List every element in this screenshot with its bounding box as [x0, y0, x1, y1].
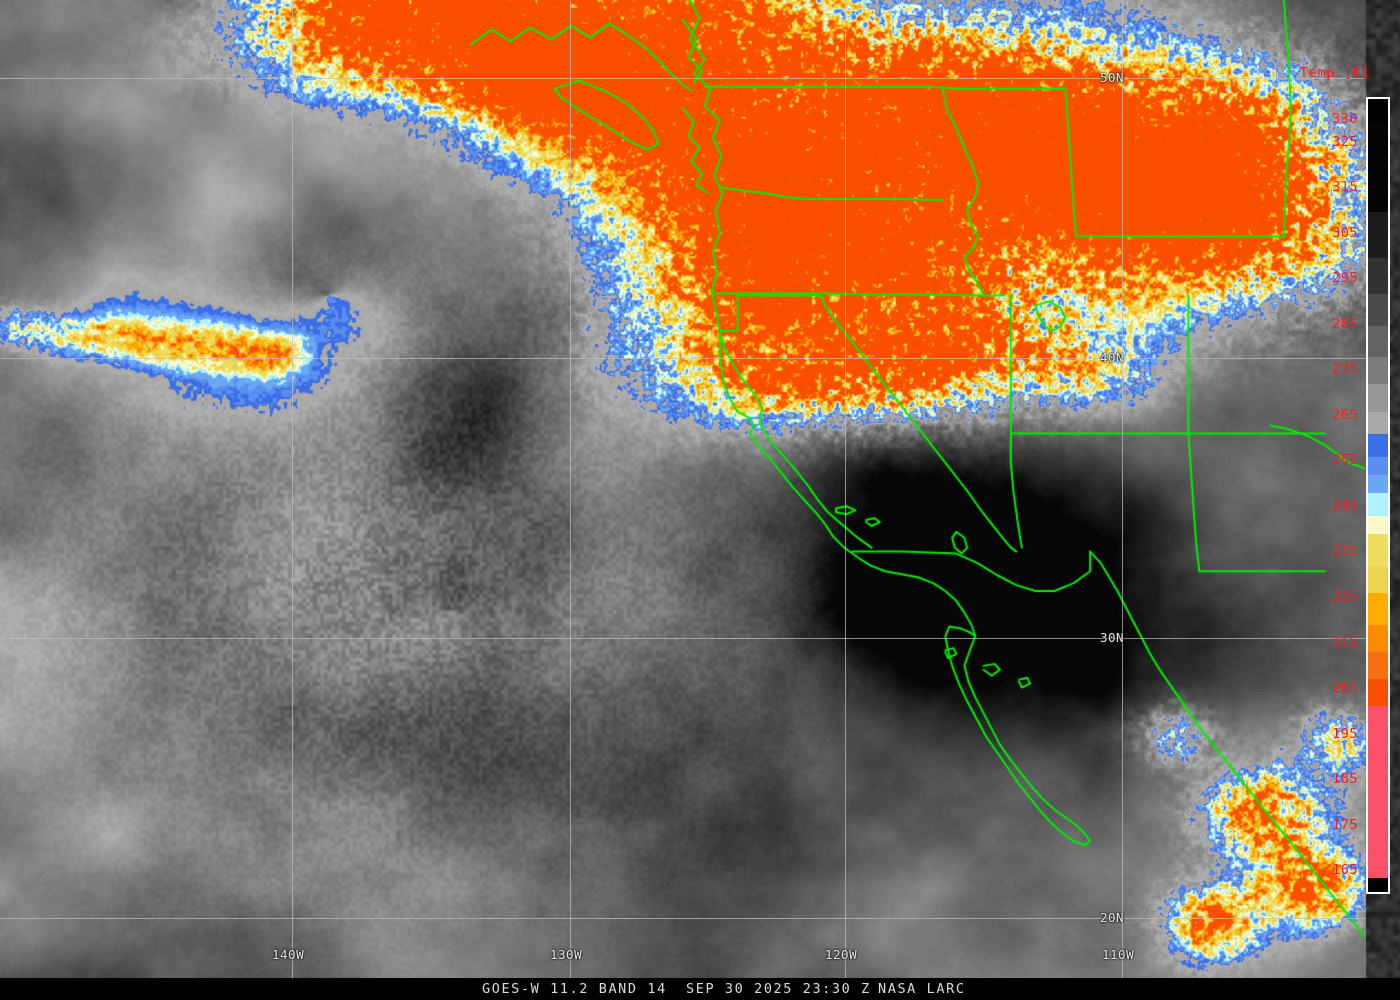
caption-timestamp: SEP 30 2025 23:30 Z — [686, 981, 871, 997]
colorbar-tick-label: 185 — [1332, 771, 1358, 788]
colorbar-tick-label: 195 — [1332, 725, 1358, 742]
colorbar-tick-label: 325 — [1332, 133, 1358, 150]
colorbar-segment — [1368, 325, 1388, 358]
colorbar-tick-label: 215 — [1332, 634, 1358, 651]
colorbar-title: Temp [K] — [1300, 66, 1371, 81]
colorbar-segment — [1368, 534, 1388, 566]
colorbar-segment — [1368, 384, 1388, 412]
colorbar-tick-label: 205 — [1332, 680, 1358, 697]
colorbar-segment — [1368, 878, 1388, 892]
colorbar-tick-label: 315 — [1332, 179, 1358, 196]
colorbar-tick-label: 285 — [1332, 315, 1358, 332]
colorbar-segment — [1368, 293, 1388, 326]
colorbar-tick-label: 265 — [1332, 406, 1358, 423]
colorbar-segment — [1368, 493, 1388, 516]
colorbar-segment — [1368, 456, 1388, 476]
colorbar-tick-label: 235 — [1332, 543, 1358, 560]
colorbar-tick-label: 295 — [1332, 270, 1358, 287]
colorbar-segment — [1368, 121, 1388, 213]
caption-satellite-band: GOES-W 11.2 BAND 14 — [482, 981, 667, 997]
colorbar-segment — [1368, 679, 1388, 707]
colorbar-gradient-stack — [1368, 99, 1388, 892]
colorbar-segment — [1368, 411, 1388, 435]
colorbar-segment — [1368, 651, 1388, 679]
colorbar-segment — [1368, 99, 1388, 122]
colorbar-tick-label: 165 — [1332, 862, 1358, 879]
colorbar-segment — [1368, 357, 1388, 385]
colorbar-tick-label: 305 — [1332, 224, 1358, 241]
colorbar-segment — [1368, 565, 1388, 593]
colorbar-segment — [1368, 706, 1388, 879]
colorbar-segment — [1368, 212, 1388, 258]
colorbar-tick-label: 275 — [1332, 361, 1358, 378]
colorbar-tick-label: 255 — [1332, 452, 1358, 469]
colorbar-segment — [1368, 624, 1388, 652]
temperature-colorbar — [1366, 97, 1390, 894]
colorbar-tick-label: 225 — [1332, 588, 1358, 605]
colorbar-tick-label: 245 — [1332, 497, 1358, 514]
image-caption-bar: GOES-W 11.2 BAND 14 SEP 30 2025 23:30 Z … — [0, 978, 1400, 1000]
caption-source: NASA LARC — [878, 981, 966, 997]
colorbar-segment — [1368, 434, 1388, 457]
colorbar-segment — [1368, 515, 1388, 534]
colorbar-segment — [1368, 475, 1388, 494]
colorbar-segment — [1368, 592, 1388, 625]
colorbar-tick-label: 330 — [1332, 110, 1358, 127]
colorbar-tick-label: 175 — [1332, 816, 1358, 833]
colorbar-segment — [1368, 257, 1388, 294]
